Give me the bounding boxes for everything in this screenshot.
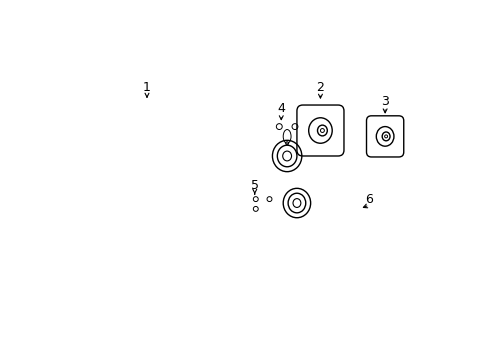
Text: 5: 5 bbox=[250, 179, 258, 192]
Text: 6: 6 bbox=[365, 193, 373, 206]
Text: 1: 1 bbox=[143, 81, 151, 94]
Text: 3: 3 bbox=[381, 95, 388, 108]
Text: 2: 2 bbox=[316, 81, 324, 94]
Text: 4: 4 bbox=[277, 103, 285, 116]
